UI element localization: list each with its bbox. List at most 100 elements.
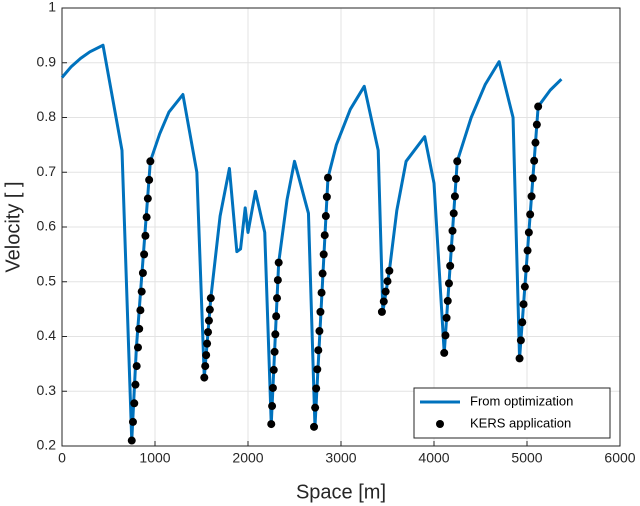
- point: [528, 174, 537, 183]
- point: [140, 250, 149, 259]
- x-tick-label: 4000: [418, 450, 449, 466]
- plot-frame: [61, 7, 621, 447]
- point: [377, 307, 386, 316]
- point: [135, 324, 144, 333]
- x-tick-label: 3000: [325, 450, 356, 466]
- point: [311, 403, 320, 412]
- point: [200, 373, 209, 382]
- point: [268, 383, 277, 392]
- x-tick-label: 6000: [604, 450, 635, 466]
- point: [132, 362, 141, 371]
- point: [381, 287, 390, 296]
- x-axis-title: Space [m]: [296, 481, 386, 503]
- point: [145, 175, 154, 184]
- point: [313, 365, 322, 374]
- y-tick-label: 1: [48, 0, 56, 15]
- point: [442, 313, 451, 322]
- point: [143, 194, 152, 203]
- point: [320, 231, 329, 240]
- point: [130, 399, 139, 408]
- point: [271, 330, 280, 339]
- point: [519, 300, 528, 309]
- point: [267, 420, 276, 429]
- point: [315, 327, 324, 336]
- point: [273, 276, 282, 285]
- point: [520, 282, 529, 291]
- point: [323, 173, 332, 182]
- point: [524, 228, 533, 237]
- x-tick-label: 2000: [232, 450, 263, 466]
- point: [138, 268, 147, 277]
- point: [523, 246, 532, 255]
- point: [127, 436, 136, 445]
- point: [312, 384, 321, 393]
- point: [531, 138, 540, 147]
- y-tick-label: 0.2: [37, 437, 57, 453]
- point: [450, 192, 459, 201]
- point: [515, 354, 524, 363]
- point: [314, 346, 323, 355]
- point: [310, 422, 319, 431]
- point: [133, 343, 142, 352]
- point: [532, 120, 541, 129]
- point: [443, 296, 452, 305]
- point: [518, 318, 527, 327]
- point: [202, 351, 211, 360]
- legend-label: KERS application: [470, 415, 571, 430]
- y-tick-label: 0.4: [37, 327, 57, 343]
- point: [440, 348, 449, 357]
- y-tick-label: 0.7: [37, 163, 57, 179]
- point: [269, 365, 278, 374]
- point: [205, 305, 214, 314]
- point: [317, 288, 326, 297]
- point: [142, 213, 151, 222]
- point: [204, 316, 213, 325]
- x-tick-label: 5000: [511, 450, 542, 466]
- legend-box: [413, 387, 611, 439]
- point: [530, 156, 539, 165]
- point: [446, 261, 455, 270]
- point: [449, 209, 458, 218]
- point: [206, 294, 215, 303]
- point: [319, 250, 328, 259]
- legend-label: From optimization: [470, 393, 573, 408]
- x-tick-label: 1000: [139, 450, 170, 466]
- point: [141, 231, 150, 240]
- point: [201, 362, 210, 371]
- point: [316, 307, 325, 316]
- y-tick-label: 0.6: [37, 218, 57, 234]
- point: [522, 264, 531, 273]
- y-axis-title: Velocity [ ]: [2, 181, 24, 272]
- point: [452, 174, 461, 183]
- point: [318, 269, 327, 278]
- point: [204, 328, 213, 337]
- point: [321, 212, 330, 221]
- point: [203, 339, 212, 348]
- point: [447, 244, 456, 253]
- point: [526, 210, 535, 219]
- legend-swatch: [436, 420, 444, 428]
- x-tick-label: 0: [58, 450, 66, 466]
- y-tick-label: 0.5: [37, 272, 57, 288]
- point: [131, 380, 140, 389]
- point: [268, 402, 277, 411]
- y-tick-label: 0.3: [37, 382, 57, 398]
- point: [383, 277, 392, 286]
- point: [441, 331, 450, 340]
- point: [274, 258, 283, 267]
- point: [136, 306, 145, 315]
- point: [128, 417, 137, 426]
- y-tick-label: 0.9: [37, 53, 57, 69]
- point: [379, 297, 388, 306]
- point: [453, 157, 462, 166]
- point: [146, 157, 155, 166]
- point: [273, 294, 282, 303]
- point: [444, 279, 453, 288]
- point: [516, 336, 525, 345]
- point: [448, 226, 457, 235]
- point: [137, 287, 146, 296]
- point: [322, 192, 331, 201]
- point: [527, 192, 536, 201]
